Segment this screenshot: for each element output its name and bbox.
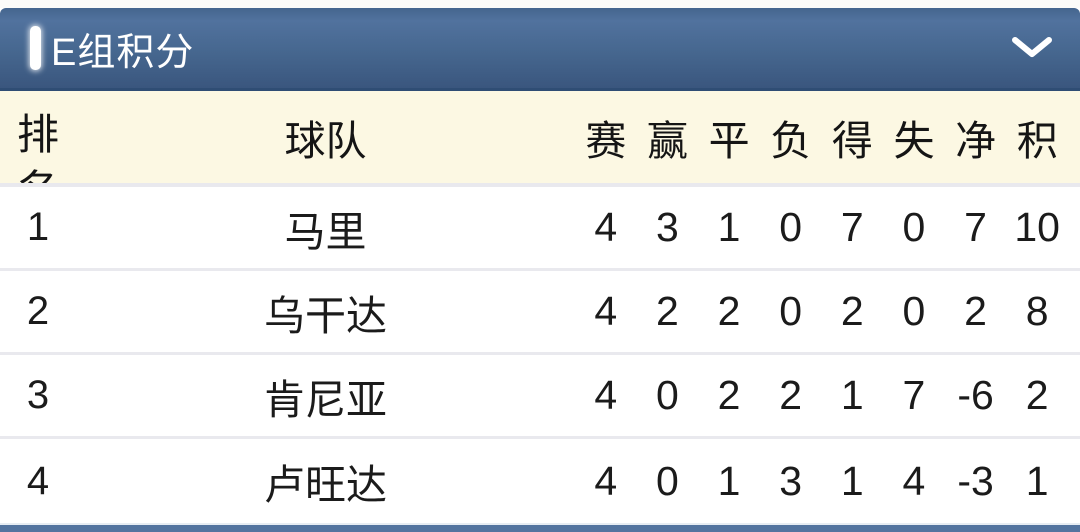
- drawn-cell: 2: [717, 288, 741, 334]
- col-header-team: 球队: [284, 118, 367, 164]
- drawn-cell: 1: [717, 457, 741, 504]
- stat-cells: 4 0 1 3 1 4 -3 1: [575, 458, 1080, 505]
- goal-diff-cell: -6: [957, 372, 994, 418]
- table-row[interactable]: 3 肯尼亚 4 0 2 2 1 7 -6 2: [0, 355, 1080, 439]
- goals-for-cell: 7: [840, 204, 864, 250]
- col-header-played: 赛: [585, 118, 627, 164]
- won-cell: 2: [656, 288, 679, 334]
- table-row[interactable]: 4 卢旺达 4 0 1 3 1 4 -3 1: [0, 439, 1080, 523]
- title-accent-bar: [30, 26, 41, 70]
- points-cell: 8: [1025, 288, 1049, 334]
- lost-cell: 3: [779, 457, 803, 504]
- played-cell: 4: [594, 457, 618, 504]
- team-cell: 马里: [284, 208, 367, 255]
- col-header-lost: 负: [770, 118, 812, 164]
- table-header-row: 排名 球队 赛 赢 平 负 得 失 净 积: [0, 91, 1080, 187]
- lost-cell: 0: [779, 204, 803, 250]
- goals-against-cell: 0: [902, 288, 926, 334]
- won-cell: 3: [656, 204, 679, 250]
- top-strip: [0, 0, 1080, 8]
- col-header-goals-for: 得: [831, 118, 873, 164]
- goal-diff-cell: 7: [964, 204, 987, 250]
- col-header-won: 赢: [646, 118, 688, 164]
- rank-cell: 4: [26, 458, 50, 503]
- team-cell: 卢旺达: [264, 462, 387, 508]
- won-cell: 0: [656, 372, 679, 418]
- col-header-goal-diff: 净: [955, 118, 997, 164]
- table-row[interactable]: 1 马里 4 3 1 0 7 0 7 10: [0, 187, 1080, 271]
- table-row[interactable]: 2 乌干达 4 2 2 0 2 0 2 8: [0, 271, 1080, 355]
- goals-for-cell: 1: [840, 372, 864, 418]
- stat-cells: 4 2 2 0 2 0 2 8: [575, 288, 1080, 335]
- lost-cell: 0: [779, 288, 803, 334]
- won-cell: 0: [656, 457, 679, 504]
- team-cell: 肯尼亚: [264, 376, 387, 423]
- goals-for-cell: 1: [840, 457, 864, 504]
- lost-cell: 2: [779, 372, 803, 418]
- rank-cell: 1: [26, 205, 50, 249]
- points-cell: 10: [1014, 204, 1060, 250]
- col-header-rank: 排名: [16, 111, 59, 183]
- goal-diff-cell: -3: [957, 457, 994, 504]
- goal-diff-cell: 2: [964, 288, 987, 334]
- stat-cells: 4 3 1 0 7 0 7 10: [575, 204, 1080, 251]
- points-cell: 1: [1025, 457, 1049, 504]
- goals-against-cell: 7: [902, 372, 926, 418]
- rank-cell: 3: [26, 373, 50, 417]
- drawn-cell: 1: [717, 204, 741, 250]
- goals-against-cell: 0: [902, 204, 926, 250]
- stat-cells: 4 0 2 2 1 7 -6 2: [575, 372, 1080, 419]
- rank-cell: 2: [26, 289, 50, 333]
- goals-against-cell: 4: [902, 457, 926, 504]
- played-cell: 4: [594, 372, 618, 418]
- panel-header[interactable]: E组积分: [0, 8, 1080, 91]
- panel-title: E组积分: [51, 31, 195, 74]
- stat-headers: 赛 赢 平 负 得 失 净 积: [575, 107, 1080, 167]
- next-section-bar: [0, 523, 1080, 532]
- col-header-points: 积: [1016, 118, 1058, 164]
- col-header-drawn: 平: [708, 118, 750, 164]
- points-cell: 2: [1025, 372, 1049, 418]
- chevron-down-icon[interactable]: [1010, 36, 1054, 60]
- team-cell: 乌干达: [264, 292, 387, 339]
- played-cell: 4: [594, 204, 618, 250]
- standings-table: 排名 球队 赛 赢 平 负 得 失 净 积 1 马里 4 3 1 0 7: [0, 91, 1080, 523]
- goals-for-cell: 2: [840, 288, 864, 334]
- drawn-cell: 2: [717, 372, 741, 418]
- played-cell: 4: [594, 288, 618, 334]
- col-header-goals-against: 失: [893, 118, 935, 164]
